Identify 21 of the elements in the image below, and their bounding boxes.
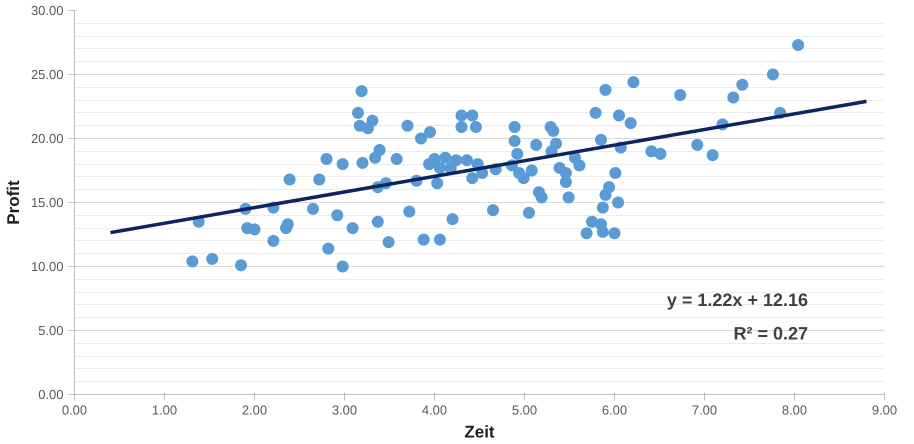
y-axis-title: Profit — [4, 180, 23, 225]
x-tick-label: 8.00 — [782, 402, 808, 418]
y-tick-label: 10.00 — [30, 259, 64, 274]
x-tick-label: 4.00 — [422, 402, 448, 418]
y-tick-label: 30.00 — [30, 3, 64, 18]
annotation: R² = 0.27 — [733, 323, 808, 344]
x-tick-label: 2.00 — [242, 402, 268, 418]
y-tick-label: 15.00 — [30, 195, 64, 210]
x-tick-label: 9.00 — [872, 402, 898, 418]
y-tick-label: 20.00 — [30, 131, 64, 146]
x-axis-title: Zeit — [464, 422, 495, 442]
x-tick-label: 3.00 — [332, 402, 358, 418]
y-tick-label: 25.00 — [30, 67, 64, 82]
x-tick-label: 7.00 — [692, 402, 718, 418]
x-tick-label: 5.00 — [512, 402, 538, 418]
annotation: y = 1.22x + 12.16 — [666, 290, 808, 310]
y-tick-label: 5.00 — [38, 323, 64, 338]
y-tick-label: 0.00 — [38, 387, 64, 402]
x-tick-label: 1.00 — [152, 402, 178, 418]
x-tick-label: 0.00 — [62, 402, 88, 418]
x-tick-label: 6.00 — [602, 402, 628, 418]
